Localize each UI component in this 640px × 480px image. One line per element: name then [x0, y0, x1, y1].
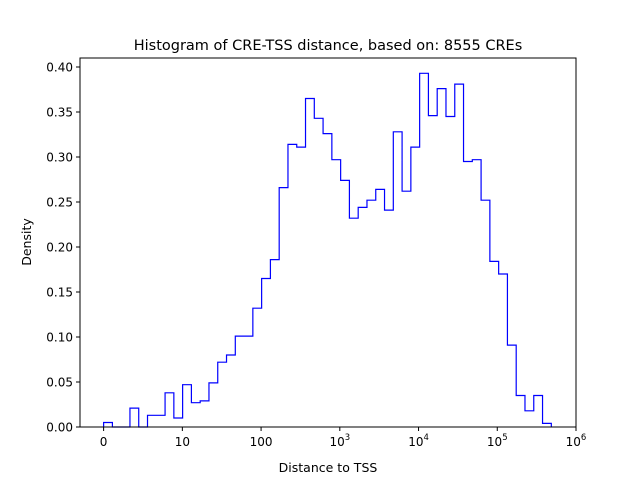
chart-title: Histogram of CRE-TSS distance, based on:… [134, 38, 523, 54]
x-tick-label: 103 [329, 433, 350, 449]
x-tick-label: 0 [100, 435, 108, 449]
y-tick-label: 0.35 [46, 106, 73, 120]
plot-frame [79, 57, 577, 428]
y-tick-label: 0.25 [46, 196, 73, 210]
x-axis-label: Distance to TSS [279, 460, 378, 475]
y-tick-label: 0.20 [46, 241, 73, 255]
y-tick-label: 0.15 [46, 286, 73, 300]
y-tick-label: 0.00 [46, 421, 73, 435]
histogram-step-line [103, 72, 552, 428]
x-tick-label: 10 [175, 435, 190, 449]
x-tick-label: 104 [408, 433, 429, 449]
x-tick-label: 100 [250, 435, 273, 449]
y-tick-label: 0.05 [46, 376, 73, 390]
x-tick-label: 105 [487, 433, 508, 449]
y-tick-label: 0.30 [46, 151, 73, 165]
x-axis: 0 10 100 103 104 105 106 [100, 427, 587, 449]
y-tick-label: 0.10 [46, 331, 73, 345]
y-axis-label: Density [19, 218, 34, 266]
x-tick-label: 106 [566, 433, 587, 449]
y-tick-label: 0.40 [46, 61, 73, 75]
y-axis: 0.00 0.05 0.10 0.15 0.20 0.25 0.30 0.35 0.40 [46, 61, 80, 435]
